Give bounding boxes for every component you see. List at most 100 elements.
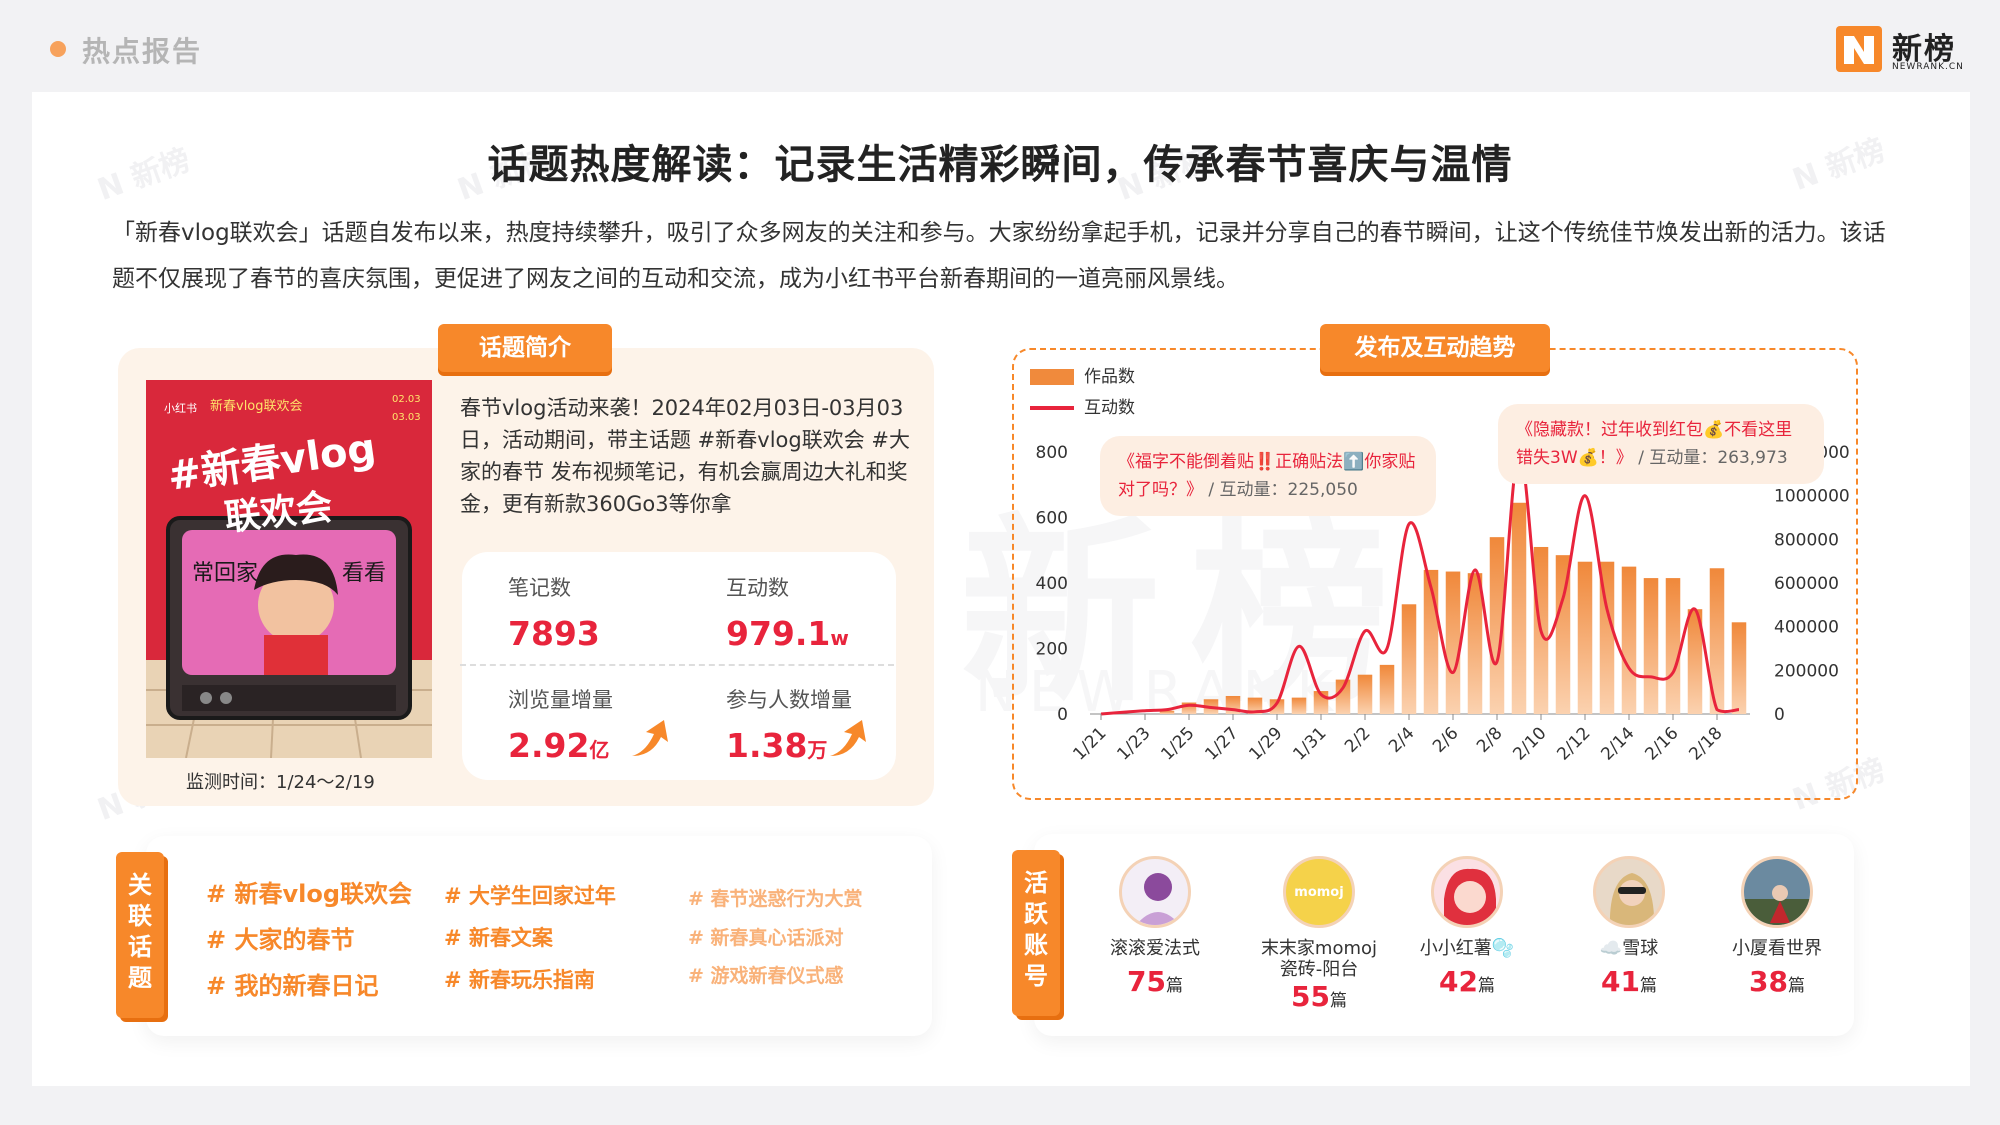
bar-works (1467, 573, 1483, 714)
account-card[interactable]: 滚滚爱法式 75篇 (1080, 856, 1230, 998)
account-name: 小厦看世界 (1732, 938, 1822, 959)
stat-views-unit: 亿 (589, 738, 610, 762)
topic-poster[interactable]: 小红书 新春vlog联欢会 02.03 03.03 #新春vlog 联欢会 常回… (146, 380, 432, 758)
x-axis-tick-label: 1/29 (1245, 723, 1286, 764)
account-card[interactable]: 小厦看世界 38篇 (1702, 856, 1852, 998)
x-axis-tick-label: 1/31 (1289, 723, 1330, 764)
related-topic-link[interactable]: # 大学生回家过年 (444, 884, 616, 908)
account-count: 38 (1749, 965, 1788, 998)
bar-works (1511, 502, 1527, 714)
bar-works (1291, 697, 1307, 714)
stat-notes-label: 笔记数 (508, 576, 571, 600)
section-title: 热点报告 (82, 35, 203, 68)
stat-notes-value: 7893 (508, 614, 600, 653)
bar-works (1687, 609, 1703, 714)
related-topic-link[interactable]: # 大家的春节 (206, 926, 355, 954)
account-count-unit: 篇 (1329, 991, 1347, 1011)
poster-badge: 小红书 (164, 402, 197, 415)
topic-intro-tab: 话题简介 (438, 324, 612, 372)
x-axis-tick-label: 2/2 (1341, 723, 1374, 756)
bar-works (1181, 702, 1197, 714)
stat-views-value: 2.92 (508, 726, 590, 765)
stat-interactions-value: 979.1 (726, 614, 831, 653)
account-count: 42 (1439, 965, 1478, 998)
poster-tv-text-2: 看看 (342, 561, 386, 586)
stat-participants-label: 参与人数增量 (726, 688, 852, 712)
related-topics-label: 关联话题 (116, 852, 164, 1018)
callout-fu-meta: / 互动量：225,050 (1203, 480, 1358, 500)
bar-works (1599, 561, 1615, 714)
poster-date-start: 02.03 (392, 394, 421, 405)
avatar (1593, 856, 1665, 928)
page-title: 话题热度解读：记录生活精彩瞬间，传承春节喜庆与温情 (487, 142, 1513, 188)
legend-line: 互动数 (1030, 393, 1135, 418)
bar-works (1709, 568, 1725, 714)
related-topic-link[interactable]: # 新春玩乐指南 (444, 968, 595, 992)
related-topic-link[interactable]: # 新春真心话派对 (688, 927, 844, 949)
right-axis-tick: 1000000 (1774, 487, 1850, 507)
account-count: 55 (1291, 980, 1330, 1013)
newrank-logo-icon (1836, 26, 1882, 72)
x-axis-tick-label: 2/12 (1553, 723, 1594, 764)
x-axis-tick-label: 2/4 (1385, 723, 1418, 756)
left-axis-tick: 800 (1036, 443, 1068, 463)
bar-works (1643, 578, 1659, 714)
related-topic-link[interactable]: # 新春vlog联欢会 (206, 880, 413, 908)
stat-interactions: 互动数 979.1w (726, 572, 849, 653)
bar-works (1445, 571, 1461, 714)
legend-line-swatch-icon (1030, 406, 1074, 410)
right-axis-tick: 400000 (1774, 618, 1839, 638)
related-topic-link[interactable]: # 春节迷惑行为大赏 (688, 888, 863, 910)
avatar (1741, 856, 1813, 928)
line-interactions (1100, 450, 1740, 716)
related-topic-link[interactable]: # 我的新春日记 (206, 972, 379, 1000)
bar-works (1555, 555, 1571, 714)
top-bar: 热点报告 新榜 NEWRANK.CN (0, 0, 2000, 90)
related-topic-link[interactable]: # 游戏新春仪式感 (688, 965, 844, 987)
account-name: 末末家momoj 瓷砖-阳台 (1260, 938, 1378, 980)
bar-works (1379, 664, 1395, 714)
account-name: 小小红薯🫧 (1419, 938, 1515, 959)
bar-works (1731, 622, 1747, 714)
callout-redpacket-title: 《隐藏款！过年收到红包💰不看这里错失3W💰！》 (1516, 420, 1793, 468)
x-axis-tick-label: 2/8 (1473, 723, 1506, 756)
stat-notes: 笔记数 7893 (508, 572, 600, 653)
x-axis-tick-label: 2/18 (1685, 723, 1726, 764)
right-axis-tick: 800000 (1774, 530, 1839, 550)
newrank-logo[interactable]: 新榜 NEWRANK.CN (1836, 24, 1976, 74)
stat-interactions-label: 互动数 (726, 576, 789, 600)
trend-up-arrow-icon (830, 720, 866, 756)
related-topics-label-text: 关联话题 (128, 871, 152, 992)
callout-fu-title: 《福字不能倒着贴‼️正确贴法⬆️你家贴对了吗？》 (1118, 452, 1416, 500)
legend-line-label: 互动数 (1084, 398, 1135, 418)
related-topics-panel (146, 836, 932, 1036)
poster-art: 小红书 新春vlog联欢会 02.03 03.03 #新春vlog 联欢会 常回… (146, 380, 432, 758)
bar-works (1665, 578, 1681, 714)
x-axis-tick-label: 2/6 (1429, 723, 1462, 756)
account-count-unit: 篇 (1787, 976, 1805, 996)
bar-works (1489, 537, 1505, 714)
bar-works (1357, 674, 1373, 714)
x-axis-tick-label: 1/27 (1201, 723, 1242, 764)
related-topic-link[interactable]: # 新春文案 (444, 926, 553, 950)
account-card[interactable]: 小小红薯🫧 42篇 (1392, 856, 1542, 998)
callout-fu-post[interactable]: 《福字不能倒着贴‼️正确贴法⬆️你家贴对了吗？》 / 互动量：225,050 (1100, 436, 1436, 516)
stat-interactions-unit: w (830, 626, 849, 650)
legend-bar-swatch-icon (1030, 369, 1074, 385)
account-card[interactable]: momoj 末末家momoj 瓷砖-阳台 55篇 (1244, 856, 1394, 1013)
right-axis-tick: 200000 (1774, 661, 1839, 681)
avatar (1119, 856, 1191, 928)
x-axis-tick-label: 2/10 (1509, 723, 1550, 764)
bar-works (1621, 566, 1637, 714)
callout-redpacket-post[interactable]: 《隐藏款！过年收到红包💰不看这里错失3W💰！》 / 互动量：263,973 (1498, 404, 1824, 484)
poster-headline: 新春vlog联欢会 (210, 398, 303, 414)
account-name: 滚滚爱法式 (1110, 938, 1200, 959)
bar-works (1577, 561, 1593, 714)
account-card[interactable]: ☁️雪球 41篇 (1554, 856, 1704, 998)
x-axis-tick-label: 2/14 (1597, 723, 1638, 764)
right-axis-tick: 0 (1774, 705, 1785, 725)
bar-works (1335, 679, 1351, 714)
topic-description: 春节vlog活动来袭！2024年02月03日-03月03日，活动期间，带主话题 … (460, 396, 910, 516)
legend-bar-label: 作品数 (1084, 367, 1135, 387)
brand-name: 新榜 (1892, 32, 1956, 67)
